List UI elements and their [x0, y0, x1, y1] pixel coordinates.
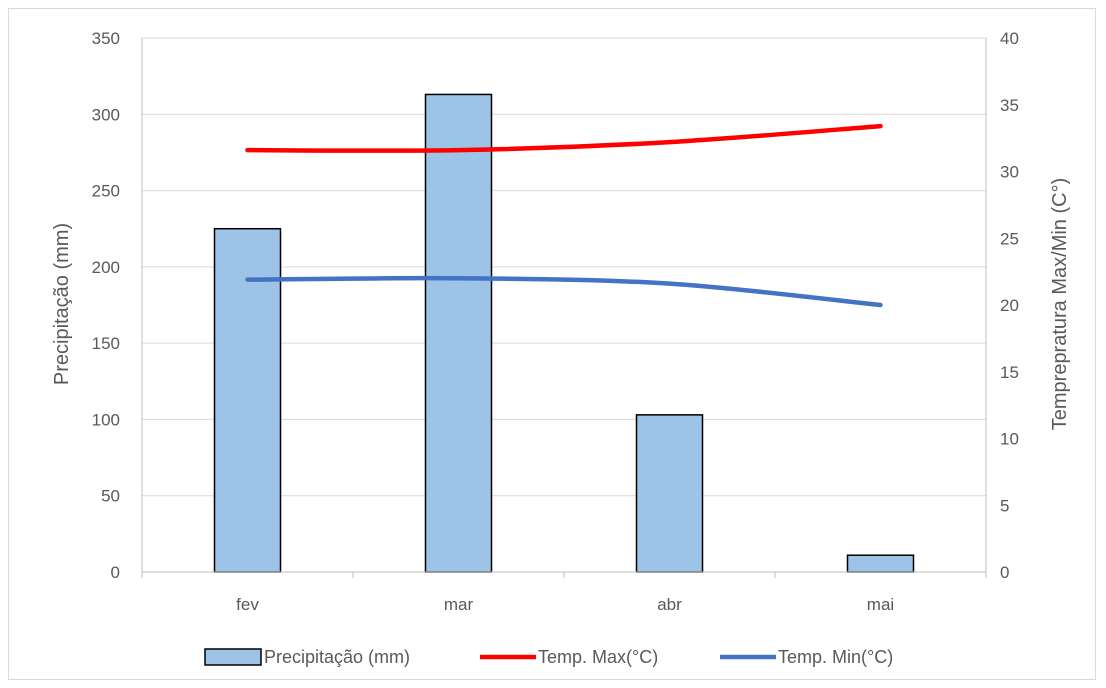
right-axis-tick-label: 15: [1000, 363, 1019, 382]
temperature-lines: [245, 123, 883, 308]
bar-mar: [424, 93, 493, 573]
left-axis-title: Precipitação (mm): [51, 223, 73, 385]
right-axis-tick-label: 10: [1000, 430, 1019, 449]
right-axis-title: Temprepratura Max/Min (C°): [1049, 178, 1071, 431]
chart-area: [8, 8, 1096, 680]
left-axis-tick-label: 100: [92, 410, 120, 429]
legend-label-temp-min: Temp. Min(°C): [778, 647, 893, 667]
category-label-abr: abr: [657, 595, 682, 614]
legend-swatch-precipitation: [204, 648, 262, 666]
left-axis-tick-label: 250: [92, 182, 120, 201]
right-axis-tick-label: 5: [1000, 496, 1009, 515]
right-axis-tick-label: 40: [1000, 29, 1019, 48]
left-axis-tick-label: 300: [92, 105, 120, 124]
right-axis-tick-label: 30: [1000, 163, 1019, 182]
category-axis-tick-labels: fev mar abr mai: [236, 595, 894, 614]
temp-min-line: [245, 275, 883, 308]
left-axis-tick-label: 200: [92, 258, 120, 277]
left-axis-tick-label: 0: [111, 563, 120, 582]
legend: Precipitação (mm) Temp. Max(°C) Temp. Min(…: [204, 647, 893, 667]
left-axis-tick-label: 350: [92, 29, 120, 48]
legend-label-temp-max: Temp. Max(°C): [538, 647, 658, 667]
legend-label-precipitation: Precipitação (mm): [264, 647, 410, 667]
category-label-fev: fev: [236, 595, 259, 614]
right-axis-tick-label: 0: [1000, 563, 1009, 582]
left-axis-tick-label: 50: [101, 487, 120, 506]
category-label-mar: mar: [444, 595, 474, 614]
bar-fev: [213, 227, 282, 573]
right-axis-tick-labels: 0 5 10 15 20 25 30 35 40: [1000, 29, 1019, 582]
right-axis-tick-label: 35: [1000, 96, 1019, 115]
precipitation-bars: [213, 93, 915, 573]
gridlines: [142, 37, 986, 497]
category-label-mai: mai: [867, 595, 894, 614]
bar-mai: [846, 554, 915, 573]
temp-max-line: [245, 123, 883, 153]
left-axis-tick-label: 150: [92, 334, 120, 353]
axes: [141, 38, 987, 578]
bar-abr: [635, 414, 704, 573]
right-axis-tick-label: 20: [1000, 296, 1019, 315]
left-axis-tick-labels: 0 50 100 150 200 250 300 350: [92, 29, 120, 582]
right-axis-tick-label: 25: [1000, 229, 1019, 248]
